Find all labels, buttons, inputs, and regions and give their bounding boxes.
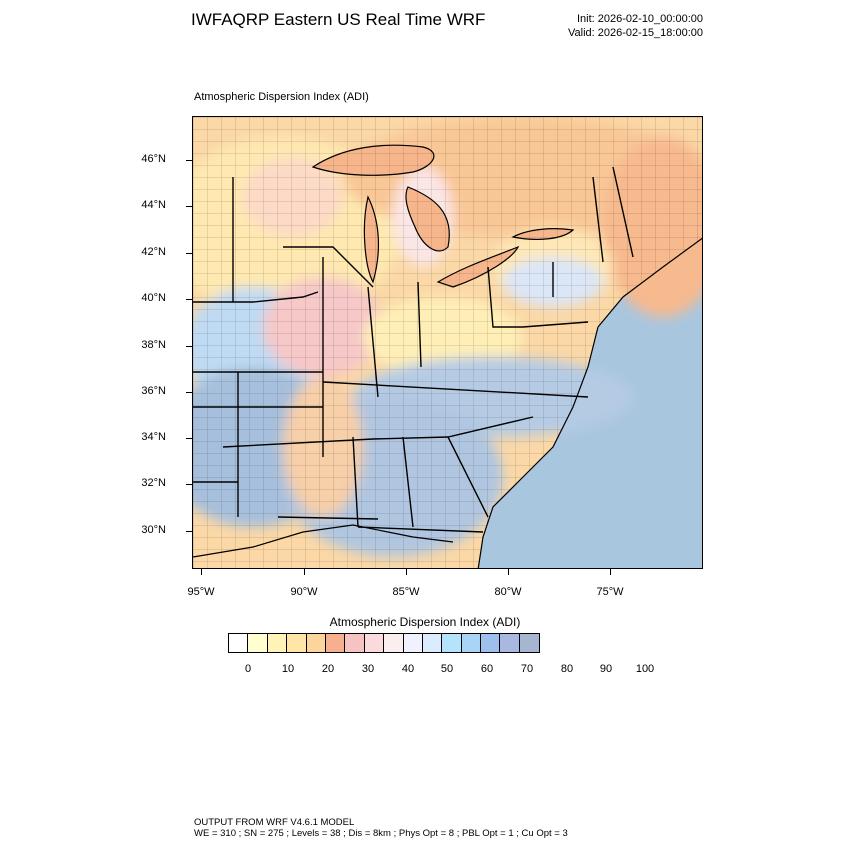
colorbar-swatch bbox=[229, 634, 249, 652]
colorbar-label: 90 bbox=[599, 663, 613, 675]
colorbar-label: 20 bbox=[321, 663, 335, 675]
colorbar-swatch bbox=[287, 634, 307, 652]
lat-label: 30°N bbox=[141, 524, 166, 536]
lon-tick bbox=[406, 569, 407, 575]
lon-label: 80°W bbox=[494, 586, 522, 598]
lat-label: 32°N bbox=[141, 477, 166, 489]
colorbar-label: 80 bbox=[560, 663, 574, 675]
lat-label: 40°N bbox=[141, 292, 166, 304]
footer-config-info: WE = 310 ; SN = 275 ; Levels = 38 ; Dis … bbox=[194, 828, 568, 839]
lat-label: 36°N bbox=[141, 385, 166, 397]
lat-tick bbox=[186, 438, 192, 439]
coastline bbox=[477, 237, 702, 568]
lon-tick bbox=[201, 569, 202, 575]
colorbar-label: 70 bbox=[520, 663, 534, 675]
lat-label: 46°N bbox=[141, 153, 166, 165]
lat-tick bbox=[186, 160, 192, 161]
colorbar bbox=[228, 633, 541, 653]
init-time: Init: 2026-02-10_00:00:00 bbox=[577, 13, 703, 25]
lat-tick bbox=[186, 531, 192, 532]
lat-tick bbox=[186, 299, 192, 300]
lat-tick bbox=[186, 484, 192, 485]
lat-tick bbox=[186, 206, 192, 207]
colorbar-swatch bbox=[306, 634, 326, 652]
colorbar-swatch bbox=[422, 634, 443, 652]
colorbar-label: 50 bbox=[440, 663, 454, 675]
state-boundaries bbox=[193, 166, 634, 533]
lat-tick bbox=[186, 253, 192, 254]
colorbar-swatch bbox=[384, 634, 404, 652]
colorbar-label: 30 bbox=[361, 663, 375, 675]
colorbar-label: 60 bbox=[480, 663, 494, 675]
map-canvas bbox=[193, 117, 702, 568]
county-boundaries bbox=[193, 117, 702, 568]
colorbar-label: 10 bbox=[281, 663, 295, 675]
lon-label: 85°W bbox=[392, 586, 420, 598]
colorbar-swatch bbox=[519, 634, 540, 652]
lon-tick bbox=[610, 569, 611, 575]
lon-tick bbox=[508, 569, 509, 575]
colorbar-swatch bbox=[481, 634, 501, 652]
colorbar-swatch bbox=[325, 634, 346, 652]
footer-model-info: OUTPUT FROM WRF V4.6.1 MODEL bbox=[194, 817, 355, 828]
lon-label: 75°W bbox=[596, 586, 624, 598]
lat-tick bbox=[186, 392, 192, 393]
colorbar-title: Atmospheric Dispersion Index (ADI) bbox=[329, 615, 521, 629]
colorbar-swatch bbox=[442, 634, 462, 652]
map-subtitle: Atmospheric Dispersion Index (ADI) bbox=[194, 91, 369, 103]
lat-tick bbox=[186, 346, 192, 347]
colorbar-swatch bbox=[461, 634, 482, 652]
lat-label: 42°N bbox=[141, 246, 166, 258]
colorbar-swatch bbox=[500, 634, 520, 652]
colorbar-swatch bbox=[403, 634, 423, 652]
lon-label: 90°W bbox=[290, 586, 318, 598]
map-panel bbox=[192, 116, 703, 569]
lon-tick bbox=[304, 569, 305, 575]
lat-label: 44°N bbox=[141, 199, 166, 211]
colorbar-swatch bbox=[364, 634, 385, 652]
colorbar-label: 40 bbox=[401, 663, 415, 675]
colorbar-swatch bbox=[267, 634, 288, 652]
lat-label: 34°N bbox=[141, 431, 166, 443]
colorbar-swatch bbox=[345, 634, 365, 652]
colorbar-label: 0 bbox=[244, 663, 252, 675]
main-title: IWFAQRP Eastern US Real Time WRF bbox=[191, 10, 486, 29]
lon-label: 95°W bbox=[187, 586, 215, 598]
gulf-coastline bbox=[193, 524, 454, 558]
lat-label: 38°N bbox=[141, 339, 166, 351]
colorbar-swatch bbox=[248, 634, 268, 652]
colorbar-label: 100 bbox=[635, 663, 655, 675]
valid-time: Valid: 2026-02-15_18:00:00 bbox=[568, 27, 703, 39]
